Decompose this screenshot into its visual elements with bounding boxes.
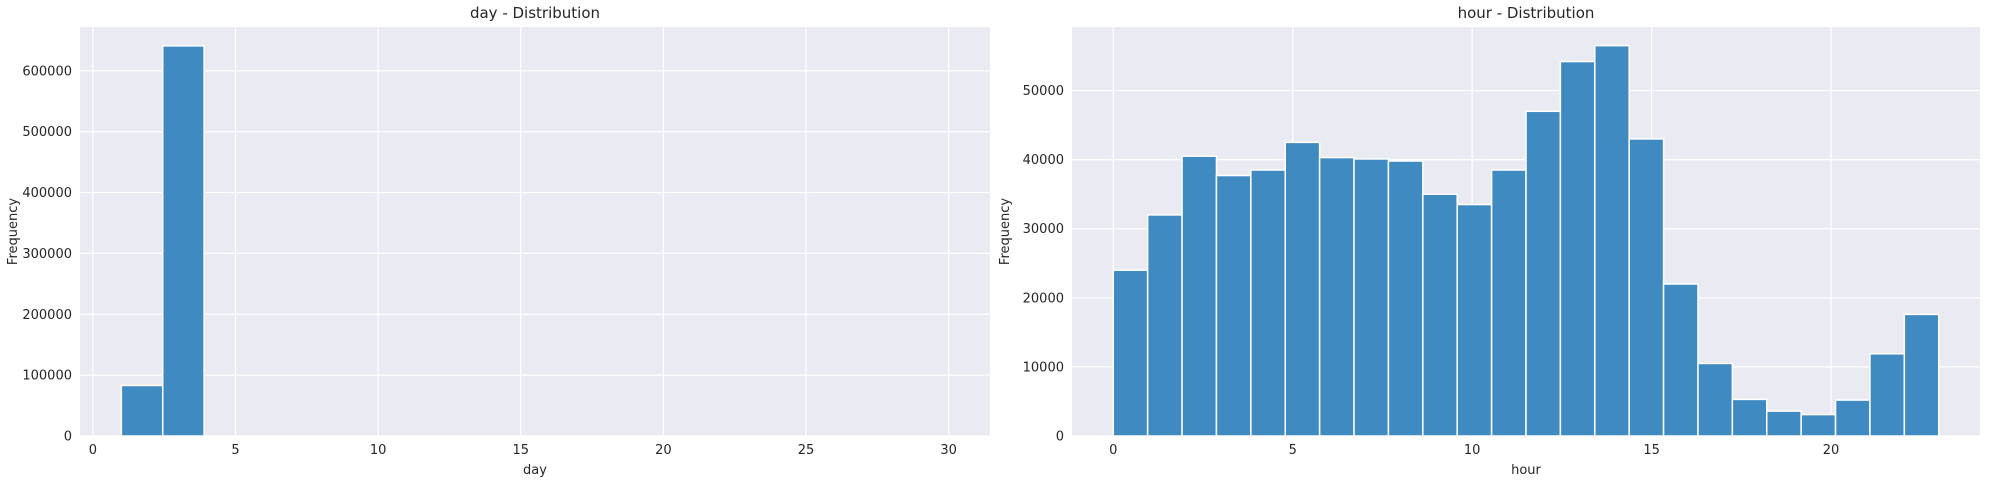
histogram-bar xyxy=(161,45,205,437)
gridlines xyxy=(80,27,990,437)
hour-distribution-panel: 0 5 10 15 20 0 10000 20000 30000 40000 50000 hour… xyxy=(998,4,1980,478)
histogram-bar xyxy=(1765,410,1802,437)
x-tick-label: 10 xyxy=(370,443,387,458)
histogram-bar xyxy=(1525,110,1562,437)
y-tick-label: 0 xyxy=(1056,430,1064,445)
x-tick-label: 0 xyxy=(1109,443,1117,458)
y-tick-label: 200000 xyxy=(22,308,72,323)
x-tick-label: 25 xyxy=(798,443,815,458)
y-tick-label: 20000 xyxy=(1023,291,1064,306)
y-tick-label: 10000 xyxy=(1023,360,1064,375)
histogram-bars xyxy=(120,45,205,437)
histogram-bar xyxy=(1800,413,1837,437)
histogram-bar xyxy=(120,384,164,437)
x-tick-label: 15 xyxy=(1643,443,1660,458)
histogram-bar xyxy=(1387,160,1424,437)
x-tick-label: 20 xyxy=(1823,443,1840,458)
x-axis-label: day xyxy=(523,463,547,478)
histogram-bar xyxy=(1353,158,1390,437)
histogram-bar xyxy=(1250,169,1287,437)
day-distribution-panel: 0 5 10 15 20 25 30 0 100000 200000 300000 400000 50… xyxy=(6,4,990,478)
x-tick-label: 10 xyxy=(1464,443,1481,458)
histogram-bar xyxy=(1215,174,1252,437)
y-tick-label: 40000 xyxy=(1023,153,1064,168)
histogram-bar xyxy=(1697,362,1734,437)
histogram-bar xyxy=(1490,169,1527,437)
x-tick-label: 5 xyxy=(231,443,239,458)
y-tick-label: 0 xyxy=(64,430,72,445)
y-tick-label: 30000 xyxy=(1023,222,1064,237)
y-tick-label: 600000 xyxy=(22,64,72,79)
x-tick-labels: 0 5 10 15 20 25 30 xyxy=(89,443,957,458)
histogram-bar xyxy=(1318,156,1355,437)
x-tick-label: 30 xyxy=(940,443,957,458)
y-axis-label: Frequency xyxy=(998,198,1013,265)
x-tick-label: 5 xyxy=(1289,443,1297,458)
histogram-bar xyxy=(1559,60,1596,437)
y-axis-label: Frequency xyxy=(6,198,21,265)
histogram-bar xyxy=(1112,269,1149,437)
histogram-bar xyxy=(1834,399,1871,437)
histogram-bar xyxy=(1662,283,1699,437)
histogram-bar xyxy=(1869,353,1906,437)
y-tick-label: 400000 xyxy=(22,186,72,201)
y-tick-label: 50000 xyxy=(1023,84,1064,99)
x-tick-labels: 0 5 10 15 20 xyxy=(1109,443,1839,458)
histogram-bar xyxy=(1456,203,1493,437)
y-tick-label: 100000 xyxy=(22,369,72,384)
histogram-bar xyxy=(1594,44,1630,437)
histogram-bar xyxy=(1628,138,1665,437)
histogram-bar xyxy=(1146,214,1183,437)
x-axis-label: hour xyxy=(1511,463,1541,478)
x-tick-label: 20 xyxy=(655,443,672,458)
y-tick-labels: 0 100000 200000 300000 400000 500000 600000 xyxy=(22,64,72,444)
histogram-bar xyxy=(1731,398,1768,437)
chart-title: hour - Distribution xyxy=(1458,4,1595,22)
histogram-bar xyxy=(1903,313,1940,437)
plot-background xyxy=(80,27,990,436)
histogram-bar xyxy=(1422,193,1458,437)
y-tick-labels: 0 10000 20000 30000 40000 50000 xyxy=(1023,84,1064,444)
chart-title: day - Distribution xyxy=(470,4,600,22)
histogram-bar xyxy=(1181,155,1218,437)
y-tick-label: 300000 xyxy=(22,247,72,262)
histogram-bar xyxy=(1284,141,1321,437)
x-tick-label: 0 xyxy=(89,443,97,458)
y-tick-label: 500000 xyxy=(22,125,72,140)
histogram-bars xyxy=(1112,44,1940,437)
x-tick-label: 15 xyxy=(512,443,529,458)
